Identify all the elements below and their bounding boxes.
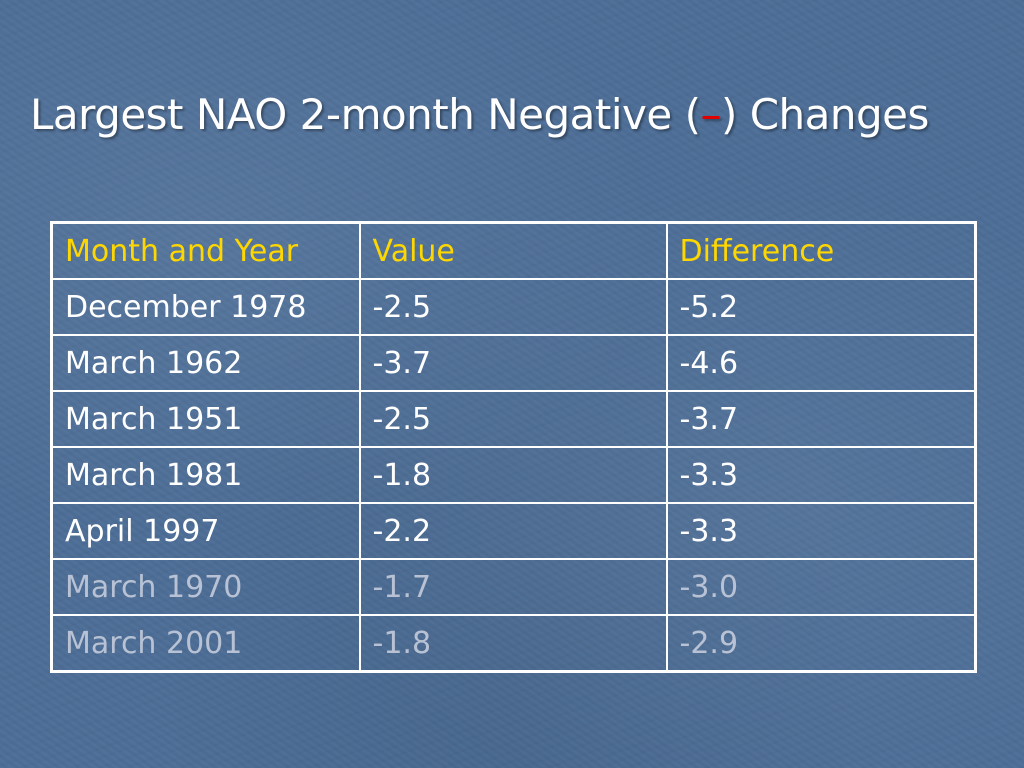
cell-month-and-year: March 1970 — [50, 558, 361, 616]
cell-difference: -3.0 — [665, 558, 977, 616]
cell-difference: -4.6 — [665, 334, 977, 392]
cell-value: -3.7 — [358, 334, 668, 392]
title-text-after: ) Changes — [720, 90, 929, 139]
cell-value: -1.8 — [358, 446, 668, 504]
table-row: March 1951 -2.5 -3.7 — [50, 390, 977, 448]
nao-changes-table: Month and Year Value Difference December… — [50, 221, 977, 673]
table-header-row: Month and Year Value Difference — [50, 221, 977, 280]
header-difference: Difference — [665, 221, 977, 280]
table-row: March 1970 -1.7 -3.0 — [50, 558, 977, 616]
table-row: March 2001 -1.8 -2.9 — [50, 614, 977, 673]
table-row: April 1997 -2.2 -3.3 — [50, 502, 977, 560]
cell-value: -2.5 — [358, 390, 668, 448]
table-row: March 1981 -1.8 -3.3 — [50, 446, 977, 504]
cell-value: -2.2 — [358, 502, 668, 560]
title-text-before: Largest NAO 2-month Negative ( — [30, 90, 701, 139]
title-negative-dash: – — [700, 90, 721, 139]
table-row: December 1978 -2.5 -5.2 — [50, 278, 977, 336]
cell-value: -1.7 — [358, 558, 668, 616]
cell-month-and-year: March 1951 — [50, 390, 361, 448]
cell-difference: -3.3 — [665, 502, 977, 560]
cell-month-and-year: April 1997 — [50, 502, 361, 560]
cell-month-and-year: March 2001 — [50, 614, 361, 673]
cell-value: -2.5 — [358, 278, 668, 336]
cell-difference: -3.3 — [665, 446, 977, 504]
cell-month-and-year: December 1978 — [50, 278, 361, 336]
cell-month-and-year: March 1981 — [50, 446, 361, 504]
header-month-and-year: Month and Year — [50, 221, 361, 280]
slide-title: Largest NAO 2-month Negative (–) Changes — [30, 90, 1010, 139]
cell-difference: -3.7 — [665, 390, 977, 448]
cell-difference: -2.9 — [665, 614, 977, 673]
table-row: March 1962 -3.7 -4.6 — [50, 334, 977, 392]
header-value: Value — [358, 221, 668, 280]
cell-difference: -5.2 — [665, 278, 977, 336]
cell-month-and-year: March 1962 — [50, 334, 361, 392]
cell-value: -1.8 — [358, 614, 668, 673]
